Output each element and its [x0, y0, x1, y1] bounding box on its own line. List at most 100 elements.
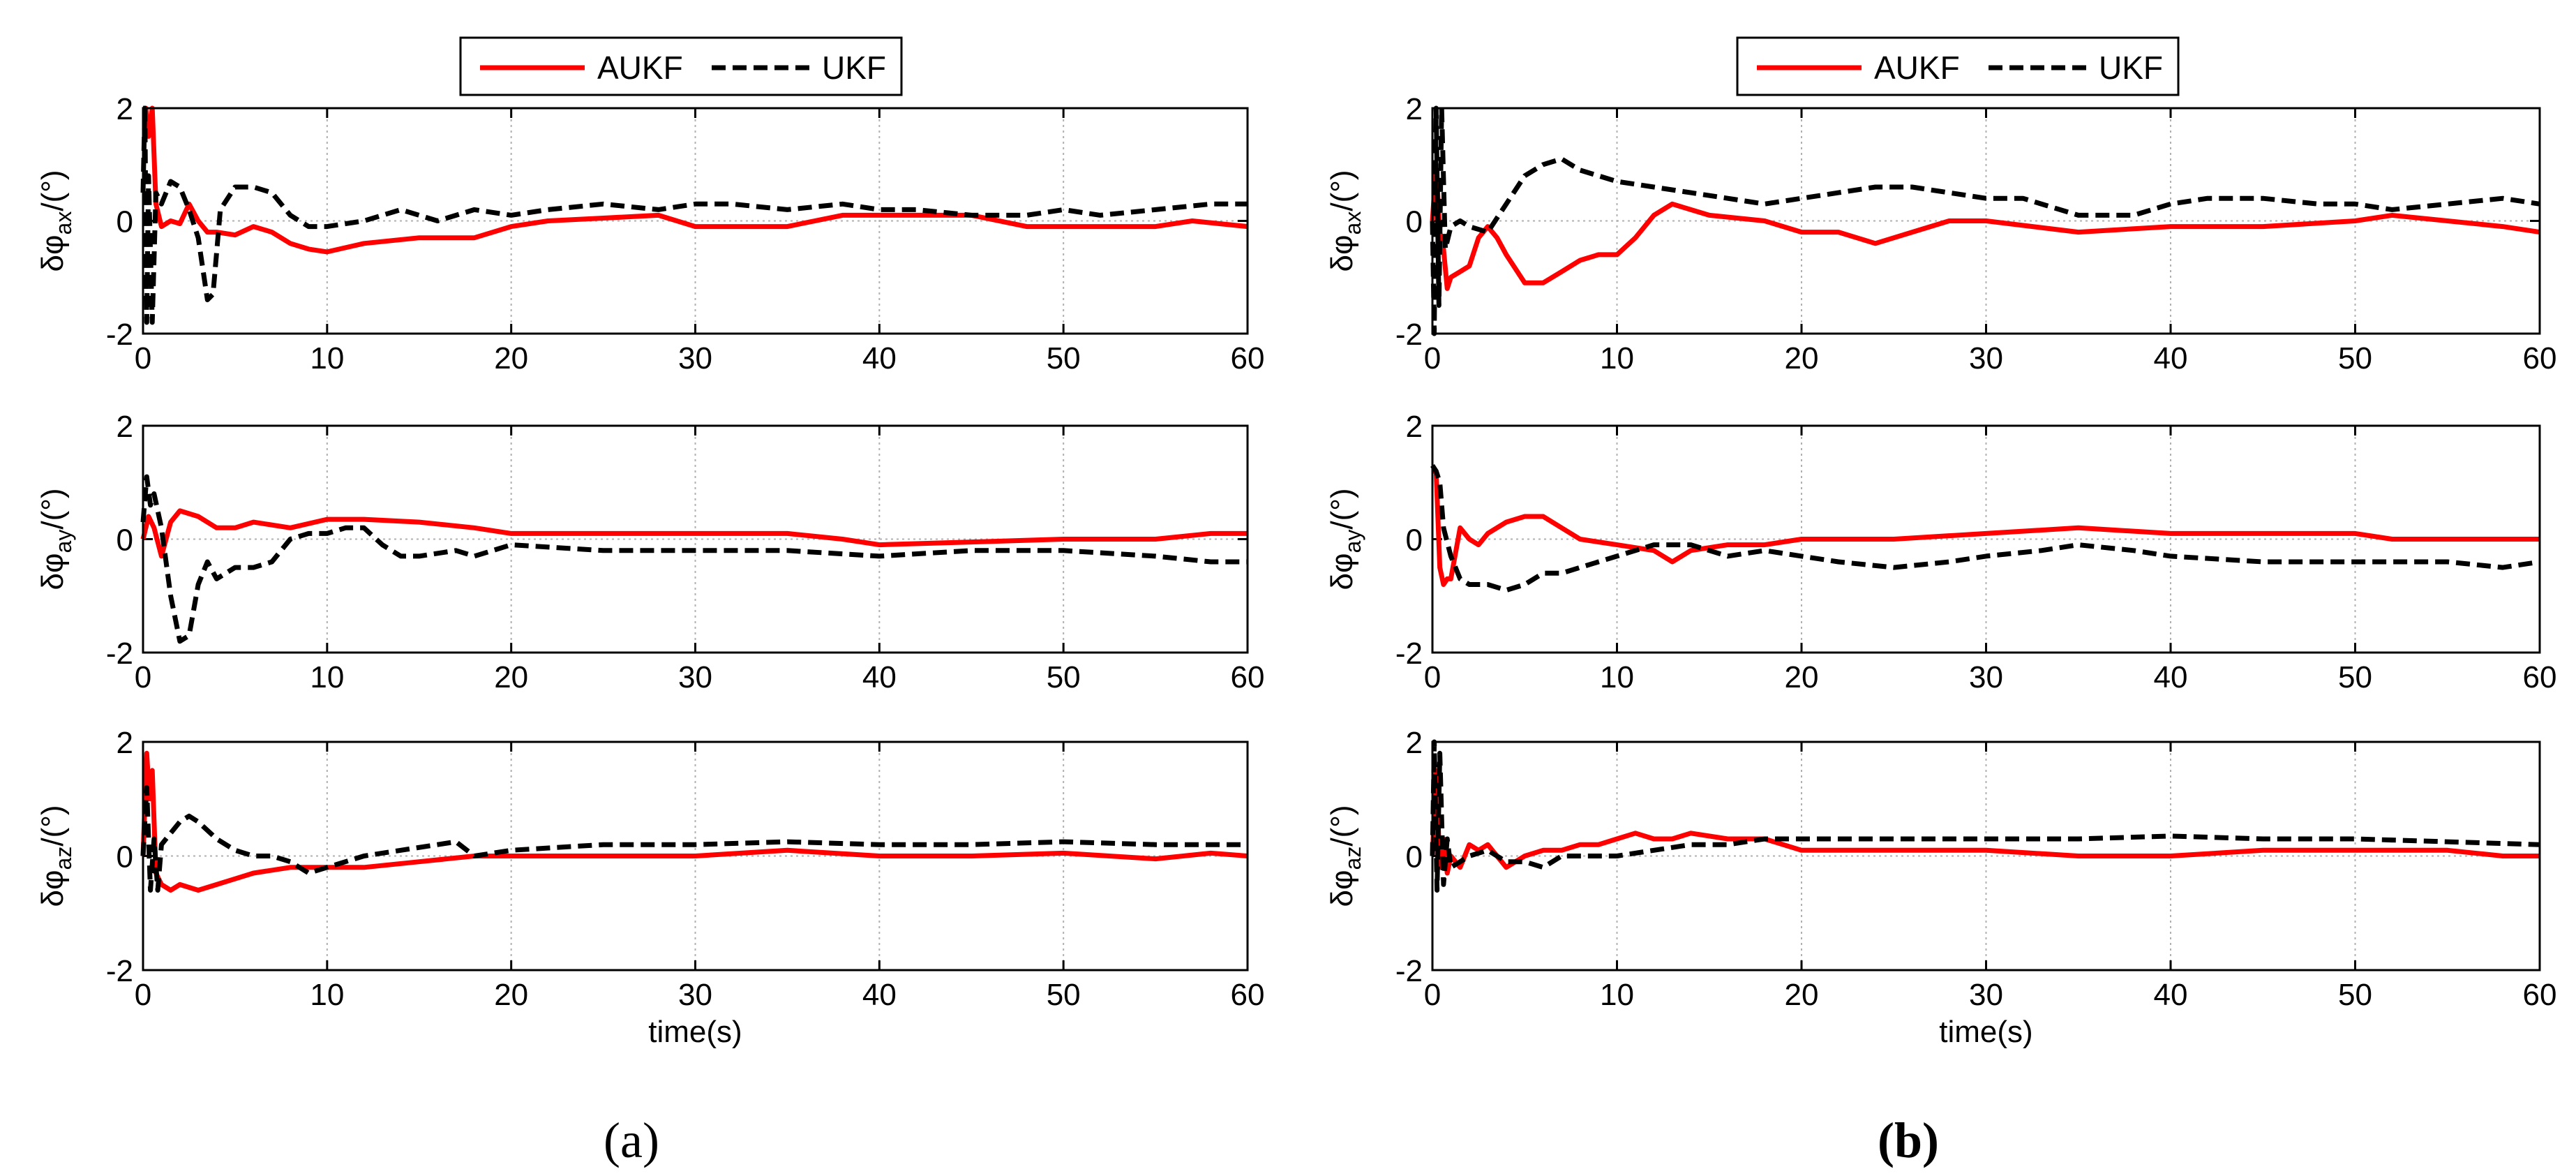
plot-b-ay-ytick-label-2: 2: [1406, 410, 1423, 444]
plot-a-az-xtick-label-4: 40: [862, 978, 897, 1012]
plot-b-ay-series-aukf-line: [1432, 468, 2540, 587]
plot-b-az-xtick-label-3: 30: [1969, 978, 2003, 1012]
plot-a-az-ytick-label-1: 0: [117, 840, 133, 874]
plot-b-az-frame: [1431, 740, 2541, 972]
plot-a-az-ylabel-sub: az: [51, 847, 76, 870]
plot-a-az-xlabel: time(s): [648, 1015, 742, 1049]
legend-a: AUKF UKF: [459, 36, 903, 96]
plot-a-az-ytick-label-2: 2: [117, 726, 133, 760]
plot-b-az-ylabel-unit: /(°): [1325, 805, 1359, 847]
plot-a-ax-xtick-label-5: 50: [1047, 341, 1081, 375]
plot-a-ax-ytick-label-2: 2: [117, 92, 133, 126]
legend-b-ukf-label: UKF: [2099, 50, 2163, 86]
plot-b-ax-ytick-label-0: -2: [1395, 318, 1423, 352]
plot-b-ax-xtick-label-1: 10: [1600, 341, 1634, 375]
plot-b-ay-ylabel: δφay/(°): [1325, 489, 1365, 590]
plot-b-az-xlabel: time(s): [1939, 1015, 2032, 1049]
plot-a-ay-series-aukf-line: [140, 508, 1248, 559]
plot-a-ay-xtick-label-0: 0: [135, 660, 151, 694]
plot-b-az-ytick-label-2: 2: [1406, 726, 1423, 760]
plot-b-ay-frame: [1431, 424, 2541, 654]
plot-b-ax-xtick-label-6: 60: [2523, 341, 2557, 375]
plot-b-ax-xtick-label-4: 40: [2154, 341, 2188, 375]
plot-b-az-xtick-label-0: 0: [1424, 978, 1441, 1012]
plot-b-ay-ylabel-unit: /(°): [1325, 489, 1359, 530]
plot-a-ax-ylabel-unit: /(°): [36, 170, 70, 211]
plot-b-az-xtick-label-6: 60: [2523, 978, 2557, 1012]
plot-b-ax-ylabel: δφax/(°): [1325, 170, 1365, 272]
plot-b-az-ytick-label-1: 0: [1406, 840, 1423, 874]
plot-a-ay-frame: [142, 424, 1249, 654]
plot-a-az-ylabel-base: δφ: [36, 870, 70, 907]
plot-a-ay-ytick-label-0: -2: [106, 637, 133, 671]
panel-label-a: (a): [604, 1112, 659, 1168]
plot-b-ax-ytick-label-2: 2: [1406, 92, 1423, 126]
plot-a-ay-xtick-label-2: 20: [494, 660, 528, 694]
legend-b: AUKF UKF: [1736, 36, 2180, 96]
plot-b-ax-xtick-label-3: 30: [1969, 341, 2003, 375]
plot-a-ay-xtick-label-3: 30: [678, 660, 712, 694]
plot-a-ay-xtick-label-1: 10: [310, 660, 344, 694]
plot-b-ax-xtick-label-2: 20: [1785, 341, 1819, 375]
plot-b-ax-ylabel-base: δφ: [1325, 235, 1359, 271]
plot-b-az-series-ukf-line: [1430, 739, 2540, 893]
plot-b-az-ylabel-base: δφ: [1325, 870, 1359, 907]
plot-a-ax-xtick-label-4: 40: [862, 341, 897, 375]
plot-a-ay-ytick-label-2: 2: [117, 410, 133, 444]
plot-b-az-ylabel-sub: az: [1340, 847, 1365, 870]
plot-a-az-ylabel-unit: /(°): [36, 805, 70, 847]
plot-a-ax-ytick-label-0: -2: [106, 318, 133, 352]
plot-b-az-xtick-label-5: 50: [2338, 978, 2372, 1012]
plot-a-ax-ylabel: δφax/(°): [36, 170, 76, 272]
legend-a-aukf-label: AUKF: [597, 50, 683, 86]
legend-a-ukf-label: UKF: [822, 50, 886, 86]
plot-a-az-xtick-label-2: 20: [494, 978, 528, 1012]
plot-b-ay-series-ukf-line: [1430, 463, 2540, 593]
plot-b-az-ytick-label-0: -2: [1395, 954, 1423, 988]
panel-label-b: (b): [1878, 1112, 1939, 1168]
plot-a-az-ylabel: δφaz/(°): [36, 805, 76, 907]
plot-a-ax-ylabel-base: δφ: [36, 235, 70, 271]
plot-b-ax-ylabel-unit: /(°): [1325, 170, 1359, 211]
plot-a-az-xtick-label-0: 0: [135, 978, 151, 1012]
plot-b-az-xtick-label-2: 20: [1785, 978, 1819, 1012]
plot-b-ay-xtick-label-1: 10: [1600, 660, 1634, 694]
plot-a-ay-ylabel: δφay/(°): [36, 489, 76, 590]
plot-b-ay-xtick-label-5: 50: [2338, 660, 2372, 694]
plot-a-ax-series-aukf-line: [143, 105, 1248, 255]
plot-b-ay-ytick-label-0: -2: [1395, 637, 1423, 671]
plot-b-ax-ytick-label-1: 0: [1406, 205, 1423, 239]
plot-b-az-ylabel: δφaz/(°): [1325, 805, 1365, 907]
plot-a-ax-xtick-label-2: 20: [494, 341, 528, 375]
plot-a-ay-xtick-label-5: 50: [1047, 660, 1081, 694]
plot-a-ax-ylabel-sub: ax: [51, 211, 76, 235]
plot-b-ay-xtick-label-6: 60: [2523, 660, 2557, 694]
plot-a-ax-ytick-label-1: 0: [117, 205, 133, 239]
plot-a-ax-xtick-label-1: 10: [310, 341, 344, 375]
plot-a-ay-series-ukf-line: [140, 474, 1248, 644]
plot-a-ay-xtick-label-6: 60: [1231, 660, 1265, 694]
plot-a-az-frame: [142, 740, 1249, 972]
plot-a-az-xtick-label-1: 10: [310, 978, 344, 1012]
plot-b-ax-ylabel-sub: ax: [1340, 211, 1365, 235]
plot-b-az-xtick-label-4: 40: [2154, 978, 2188, 1012]
plot-b-ay-xtick-label-3: 30: [1969, 660, 2003, 694]
plot-a-ax-series-ukf-line: [140, 105, 1248, 325]
plot-a-ax-frame: [142, 107, 1249, 335]
plot-a-ay-xtick-label-4: 40: [862, 660, 897, 694]
plot-b-ay-xtick-label-4: 40: [2154, 660, 2188, 694]
plot-a-az-series-ukf-line: [140, 784, 1248, 893]
plot-b-az-xtick-label-1: 10: [1600, 978, 1634, 1012]
plot-a-az-xtick-label-6: 60: [1231, 978, 1265, 1012]
plot-a-ax-xtick-label-3: 30: [678, 341, 712, 375]
plot-b-ax-frame: [1431, 107, 2541, 335]
plot-a-ay-ylabel-base: δφ: [36, 553, 70, 590]
plot-b-ay-xtick-label-2: 20: [1785, 660, 1819, 694]
legend-b-aukf-label: AUKF: [1874, 50, 1960, 86]
